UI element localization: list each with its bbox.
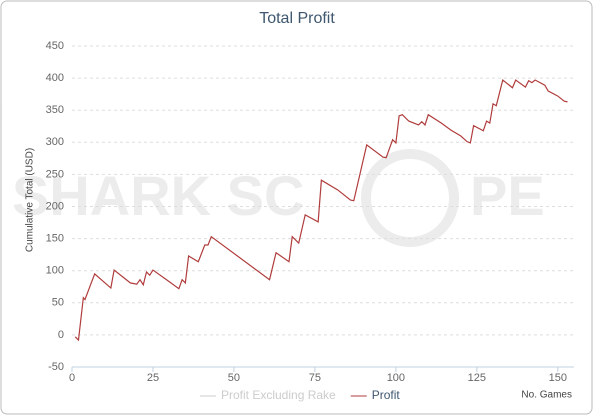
x-tick-label: 100 [387, 372, 405, 384]
y-tick-label: 50 [52, 297, 64, 309]
legend-label: Profit Excluding Rake [221, 388, 336, 402]
y-tick-label: 450 [46, 40, 64, 52]
y-tick-label: 100 [46, 265, 64, 277]
y-tick-label: 350 [46, 104, 64, 116]
watermark-scope [361, 149, 459, 247]
x-tick-label: 150 [549, 372, 567, 384]
y-tick-label: 200 [46, 200, 64, 212]
y-tick-label: 300 [46, 136, 64, 148]
legend-label: Profit [372, 388, 401, 402]
x-tick-label: 0 [69, 372, 75, 384]
profit-line [74, 78, 568, 342]
y-tick-label: 250 [46, 168, 64, 180]
y-axis-label: Cumulative Total (USD) [25, 148, 36, 252]
y-tick-label: -50 [48, 361, 64, 373]
x-tick-label: 50 [228, 372, 240, 384]
y-tick-label: 0 [58, 329, 64, 341]
y-tick-label: 150 [46, 233, 64, 245]
x-tick-label: 125 [468, 372, 486, 384]
x-axis-label: No. Games [521, 390, 572, 401]
watermark: PE [470, 164, 545, 227]
x-tick-label: 75 [309, 372, 321, 384]
chart-title: Total Profit [259, 10, 335, 27]
y-tick-label: 400 [46, 72, 64, 84]
x-tick-label: 25 [147, 372, 159, 384]
